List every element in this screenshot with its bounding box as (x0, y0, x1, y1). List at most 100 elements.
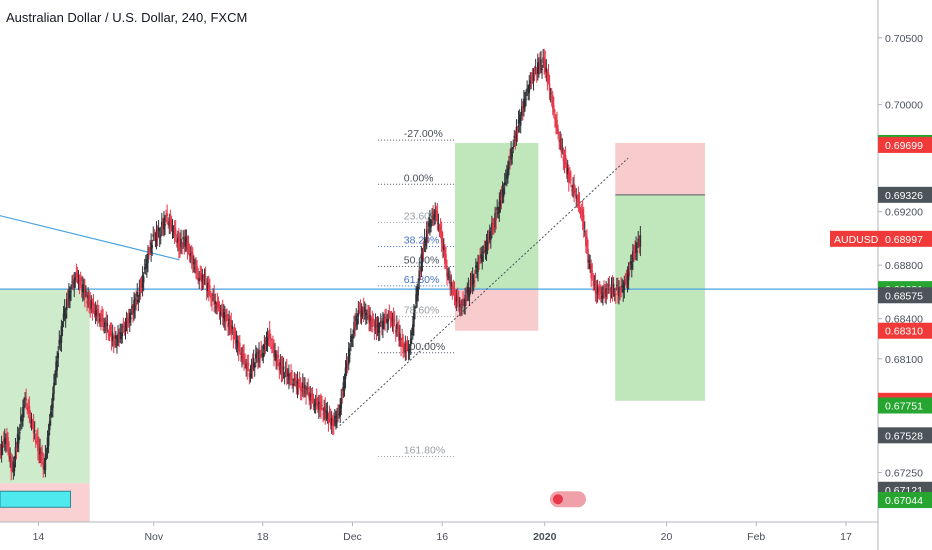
candle[interactable] (360, 303, 363, 325)
candle[interactable] (220, 303, 223, 317)
candle[interactable] (99, 313, 101, 328)
candle[interactable] (233, 323, 236, 340)
candle[interactable] (313, 398, 316, 414)
candle[interactable] (323, 399, 325, 421)
candle[interactable] (425, 221, 428, 250)
candle[interactable] (79, 271, 82, 289)
candle[interactable] (271, 338, 273, 354)
candle[interactable] (435, 205, 438, 222)
candle[interactable] (118, 328, 120, 347)
candle[interactable] (353, 315, 355, 339)
candle[interactable] (261, 345, 264, 361)
candle[interactable] (612, 277, 615, 297)
candle[interactable] (357, 300, 360, 325)
candle[interactable] (467, 277, 470, 301)
candle[interactable] (17, 427, 20, 453)
candle[interactable] (545, 59, 548, 82)
candle[interactable] (342, 376, 345, 398)
candle[interactable] (14, 437, 17, 468)
candle[interactable] (4, 428, 6, 452)
candle[interactable] (230, 312, 233, 341)
candle[interactable] (634, 240, 636, 260)
candle[interactable] (412, 315, 414, 340)
candle[interactable] (67, 289, 69, 308)
candle[interactable] (231, 320, 234, 336)
candle[interactable] (331, 415, 334, 436)
candle[interactable] (222, 304, 225, 328)
candle[interactable] (539, 52, 541, 75)
candle[interactable] (471, 267, 474, 295)
candle[interactable] (247, 354, 250, 372)
candle[interactable] (462, 291, 464, 306)
candle[interactable] (253, 362, 256, 377)
candle[interactable] (282, 357, 285, 379)
candle[interactable] (73, 271, 76, 298)
candle[interactable] (130, 308, 132, 326)
candle[interactable] (210, 290, 212, 307)
candle[interactable] (593, 275, 596, 291)
candle[interactable] (396, 315, 398, 337)
candle[interactable] (219, 305, 222, 325)
candle[interactable] (622, 279, 625, 302)
candle[interactable] (54, 370, 56, 386)
candle[interactable] (38, 436, 40, 464)
candle[interactable] (43, 457, 46, 474)
candle[interactable] (362, 297, 365, 323)
candle[interactable] (141, 266, 144, 297)
candle[interactable] (366, 309, 368, 324)
candle[interactable] (469, 272, 472, 295)
candle[interactable] (445, 246, 447, 270)
candle[interactable] (551, 90, 554, 116)
candle[interactable] (6, 427, 8, 452)
candle[interactable] (316, 396, 319, 413)
candle[interactable] (76, 266, 79, 284)
candle[interactable] (376, 316, 379, 337)
candle[interactable] (104, 317, 107, 334)
candle[interactable] (577, 186, 580, 212)
candle[interactable] (504, 169, 507, 186)
candle[interactable] (41, 444, 43, 465)
candle[interactable] (98, 304, 100, 324)
short-target-zone[interactable] (615, 194, 705, 401)
candle[interactable] (117, 325, 119, 346)
candle[interactable] (200, 266, 203, 292)
candle[interactable] (579, 206, 582, 219)
candle[interactable] (46, 430, 49, 459)
candle[interactable] (421, 247, 424, 272)
candle[interactable] (112, 335, 115, 353)
candle[interactable] (399, 324, 401, 347)
candle[interactable] (59, 335, 62, 351)
candle[interactable] (601, 286, 603, 304)
candle[interactable] (371, 310, 374, 333)
candle[interactable] (479, 247, 481, 265)
candle[interactable] (57, 345, 60, 368)
candle[interactable] (583, 221, 586, 237)
candle[interactable] (441, 231, 444, 259)
candle[interactable] (169, 209, 172, 235)
candle[interactable] (232, 327, 235, 349)
candle[interactable] (457, 290, 460, 312)
candle[interactable] (65, 292, 68, 319)
candle[interactable] (343, 373, 346, 397)
candle[interactable] (528, 75, 531, 101)
candle[interactable] (439, 218, 442, 239)
candle[interactable] (507, 160, 509, 184)
candle[interactable] (280, 356, 283, 383)
candle[interactable] (346, 356, 349, 374)
candle[interactable] (334, 408, 336, 427)
candle[interactable] (546, 69, 549, 91)
candle[interactable] (106, 314, 109, 333)
candle[interactable] (632, 243, 634, 271)
candle[interactable] (179, 232, 181, 258)
candle[interactable] (188, 243, 191, 263)
candle[interactable] (203, 268, 206, 285)
candle[interactable] (133, 291, 135, 321)
candle[interactable] (183, 229, 186, 255)
candle[interactable] (335, 410, 337, 430)
candle[interactable] (450, 274, 453, 296)
candle[interactable] (115, 331, 117, 348)
candle[interactable] (237, 335, 240, 362)
candle[interactable] (332, 412, 335, 435)
candle[interactable] (125, 311, 128, 332)
candle[interactable] (295, 373, 298, 395)
